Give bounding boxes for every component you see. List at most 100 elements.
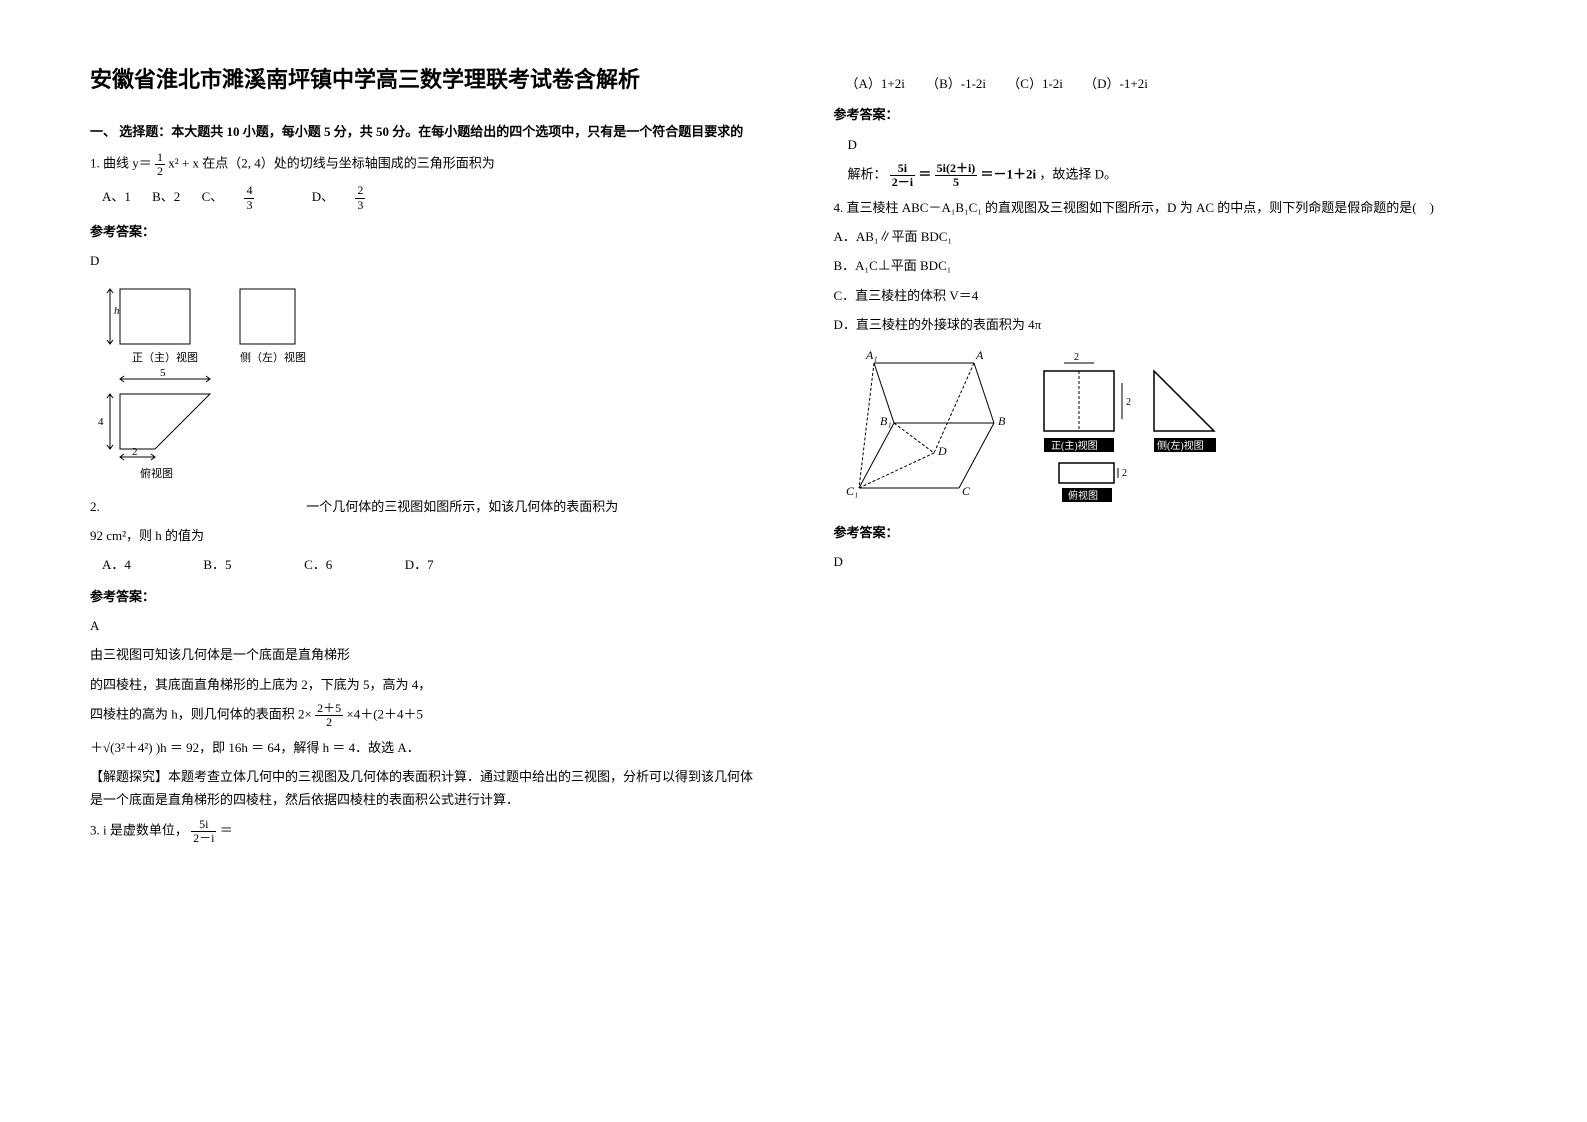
q2-optC: C．6 [304, 557, 332, 572]
q1-options: A、1 B、2 C、 4 3 D、 2 3 [102, 184, 754, 211]
q3-solution: 解析： 5i 2－i ＝ 5i(2＋i) 5 ＝－1＋2i ，故选择 D。 [848, 162, 1498, 189]
q3-frac-num: 5i [191, 818, 216, 832]
q3-stem: 3. i 是虚数单位， 5i 2－i ＝ [90, 818, 754, 845]
q4-answer-label: 参考答案： [834, 521, 1498, 544]
front-view-label: 正（主）视图 [132, 350, 198, 364]
q2-sol-p2: 的四棱柱，其底面直角梯形的上底为 2，下底为 5，高为 4， [90, 673, 754, 696]
q2-options: A．4 B．5 C．6 D．7 [102, 553, 754, 576]
q1-fraction: 1 2 [155, 151, 165, 178]
q2-stem-prefix: 2. [90, 499, 103, 514]
q1-optD-num: 2 [355, 184, 365, 198]
q2-sol-formula-tail: ×4＋(2＋4＋5 [346, 707, 423, 722]
q4-optA: A．AB₁∥平面 BDC₁ [834, 225, 1498, 248]
q1-optD: D、 2 3 [312, 189, 402, 204]
q4-two-right: 2 [1126, 397, 1131, 408]
section-1-heading: 一、 选择题：本大题共 10 小题，每小题 5 分，共 50 分。在每小题给出的… [90, 120, 754, 143]
q3-stem-suffix: ＝ [220, 822, 233, 837]
q1-answer-label: 参考答案： [90, 220, 754, 243]
q3-optA: （A）1+2i [846, 76, 905, 91]
q2-optA: A．4 [102, 557, 131, 572]
q4-side-view: 侧(左)视图 [1154, 371, 1216, 452]
q4-two-top: 2 [1074, 352, 1079, 363]
q2-sol-frac-den: 2 [315, 716, 343, 729]
label-B: B [998, 414, 1006, 428]
q3-optB: （B）-1-2i [926, 76, 986, 91]
q3-sol-frac2-num: 5i(2＋i) [935, 162, 978, 176]
q2-sol-frac: 2＋5 2 [315, 702, 343, 729]
q3-optC: （C）1-2i [1007, 76, 1063, 91]
q1-optD-prefix: D、 [312, 189, 334, 204]
side-view-label: 侧（左）视图 [240, 350, 306, 364]
q2-stem-line1: 2. 一个几何体的三视图如图所示，如该几何体的表面积为 [90, 495, 754, 518]
q1-optC-num: 4 [244, 184, 254, 198]
q4-stem: 4. 直三棱柱 ABC－A₁B₁C₁ 的直观图及三视图如下图所示，D 为 AC … [834, 196, 1498, 219]
q4-top-label: 俯视图 [1068, 489, 1098, 502]
label-A1: A₁ [865, 348, 878, 362]
q2-sol-formula-head: 2× [298, 707, 312, 722]
top-view: 5 4 2 俯视图 [98, 367, 210, 480]
q1-stem: 1. 曲线 y＝ 1 2 x² + x 在点（2, 4）处的切线与坐标轴围成的三… [90, 151, 754, 178]
q4-prism-diagram: A₁ A B₁ B C₁ C D 2 2 正(主)视图 [834, 343, 1294, 513]
q1-optD-den: 3 [355, 199, 365, 212]
q3-options: （A）1+2i （B）-1-2i （C）1-2i （D）-1+2i [846, 72, 1498, 95]
prism-3d: A₁ A B₁ B C₁ C D [846, 348, 1006, 498]
q4-two-side: 2 [1122, 468, 1127, 479]
q1-frac-num: 1 [155, 151, 165, 165]
label-D: D [937, 444, 947, 458]
q3-sol-frac2: 5i(2＋i) 5 [935, 162, 978, 189]
q1-optC-frac: 4 3 [244, 184, 272, 211]
two-label: 2 [132, 446, 138, 458]
q4-front-label: 正(主)视图 [1051, 439, 1098, 452]
q1-stem-suffix: 在点（2, 4）处的切线与坐标轴围成的三角形面积为 [202, 156, 495, 171]
q3-sol-prefix: 解析： [848, 167, 887, 182]
q3-sol-frac1-den: 2－i [890, 176, 915, 189]
q1-optC: C、 4 3 [202, 189, 294, 204]
q1-optC-den: 3 [244, 199, 254, 212]
q1-optB: B、2 [152, 189, 180, 204]
q1-answer: D [90, 249, 754, 272]
label-A: A [975, 348, 984, 362]
q2-three-view-diagram: h 正（主）视图 侧（左）视图 5 4 [90, 279, 350, 489]
q2-stem-suffix: 一个几何体的三视图如图所示，如该几何体的表面积为 [306, 499, 618, 514]
label-B1: B₁ [880, 414, 892, 428]
q2-answer: A [90, 614, 754, 637]
q4-answer: D [834, 550, 1498, 573]
q3-stem-prefix: 3. i 是虚数单位， [90, 822, 188, 837]
five-label: 5 [160, 367, 166, 379]
q1-optD-frac: 2 3 [355, 184, 383, 211]
left-column: 安徽省淮北市濉溪南坪镇中学高三数学理联考试卷含解析 一、 选择题：本大题共 10… [90, 60, 754, 851]
side-view: 侧（左）视图 [240, 289, 306, 364]
q3-sol-frac1-num: 5i [890, 162, 915, 176]
q4-top-view: 2 俯视图 [1059, 463, 1127, 502]
q1-optA: A、1 [102, 189, 131, 204]
q3-frac: 5i 2－i [191, 818, 216, 845]
q2-sol-p3-prefix: 四棱柱的高为 h，则几何体的表面积 [90, 707, 298, 722]
q2-sol-p3: 四棱柱的高为 h，则几何体的表面积 2× 2＋5 2 ×4＋(2＋4＋5 [90, 702, 754, 729]
q3-sol-frac1: 5i 2－i [890, 162, 915, 189]
q3-sol-frac2-den: 5 [935, 176, 978, 189]
top-view-label: 俯视图 [140, 466, 173, 480]
q4-front-view: 2 2 正(主)视图 [1044, 352, 1131, 452]
front-view: h 正（主）视图 [107, 289, 198, 364]
q4-side-label: 侧(左)视图 [1157, 439, 1204, 452]
q2-sol-p1: 由三视图可知该几何体是一个底面是直角梯形 [90, 643, 754, 666]
q3-answer-label: 参考答案： [834, 103, 1498, 126]
q2-answer-label: 参考答案： [90, 585, 754, 608]
q3-sol-suffix: ，故选择 D。 [1039, 167, 1117, 182]
q4-optB: B．A₁C⊥平面 BDC₁ [834, 254, 1498, 277]
q2-optD: D．7 [405, 557, 434, 572]
q1-frac-den: 2 [155, 165, 165, 178]
q4-optD: D．直三棱柱的外接球的表面积为 4π [834, 313, 1498, 336]
right-column: （A）1+2i （B）-1-2i （C）1-2i （D）-1+2i 参考答案： … [834, 60, 1498, 851]
h-label-front: h [114, 305, 120, 317]
q2-stem-line2: 92 cm²，则 h 的值为 [90, 524, 754, 547]
q2-sol-p5: 【解题探究】本题考查立体几何中的三视图及几何体的表面积计算．通过题中给出的三视图… [90, 765, 754, 812]
q3-sol-tail: ＝－1＋2i [981, 167, 1037, 182]
q4-optC: C．直三棱柱的体积 V＝4 [834, 284, 1498, 307]
label-C1: C₁ [846, 484, 858, 498]
q1-optC-prefix: C、 [202, 189, 224, 204]
q2-sol-p4: ＋√(3²＋4²) )h ＝ 92，即 16h ＝ 64，解得 h ＝ 4．故选… [90, 736, 754, 759]
q3-answer: D [848, 133, 1498, 156]
q1-frac-tail: x² + x [168, 156, 199, 171]
four-label: 4 [98, 416, 104, 428]
